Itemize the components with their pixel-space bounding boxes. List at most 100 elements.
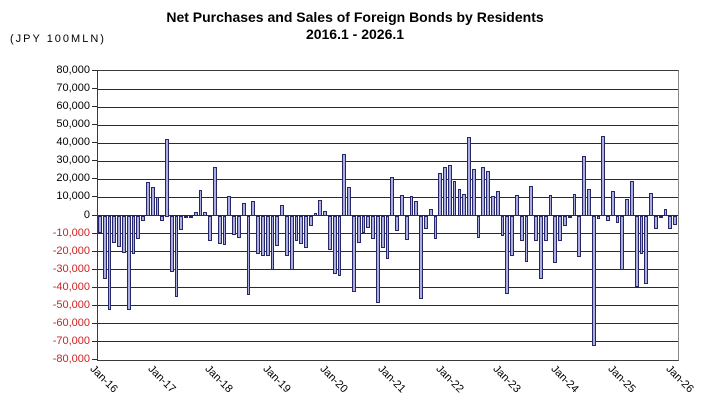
gridline xyxy=(98,106,678,108)
bar xyxy=(256,215,260,254)
bar xyxy=(203,212,208,217)
y-tick-label: -10,000 xyxy=(52,226,90,239)
bar xyxy=(356,215,361,243)
bar xyxy=(558,215,562,242)
bar xyxy=(649,193,654,217)
bar xyxy=(491,195,495,217)
gridline xyxy=(98,323,678,325)
x-tick-label: Jan-17 xyxy=(145,363,178,396)
y-tick-label: -70,000 xyxy=(52,334,90,347)
bar xyxy=(366,215,371,228)
bar xyxy=(184,215,189,219)
bar xyxy=(625,199,630,217)
gridline xyxy=(98,305,678,307)
bar xyxy=(222,215,227,245)
bar xyxy=(519,215,524,242)
bar xyxy=(495,190,500,217)
bar xyxy=(476,215,481,238)
bar xyxy=(208,215,213,242)
plot-area xyxy=(97,70,679,361)
bar xyxy=(615,215,620,223)
bar xyxy=(452,180,457,217)
y-axis-tick xyxy=(92,359,97,360)
bar xyxy=(169,215,174,272)
x-tick-label: Jan-19 xyxy=(260,363,293,396)
bar xyxy=(160,215,165,222)
y-tick-label: -80,000 xyxy=(52,353,90,365)
y-axis-tick xyxy=(92,268,97,270)
bar xyxy=(447,165,452,217)
bar xyxy=(529,186,534,217)
y-axis-tick xyxy=(92,196,97,198)
bar xyxy=(232,215,236,236)
y-tick-label: -30,000 xyxy=(52,262,90,275)
bar xyxy=(419,215,423,300)
y-tick-label: -50,000 xyxy=(52,298,90,311)
bar xyxy=(284,215,289,256)
bar xyxy=(246,215,251,296)
y-tick-label: 70,000 xyxy=(56,82,90,95)
bar xyxy=(318,199,323,217)
bar xyxy=(337,215,342,277)
bar xyxy=(658,215,663,219)
bar xyxy=(265,215,270,256)
y-tick-label: 30,000 xyxy=(56,154,90,167)
bar xyxy=(634,215,639,287)
bar xyxy=(131,215,136,254)
bar xyxy=(433,215,438,240)
bar xyxy=(524,215,529,263)
bar xyxy=(663,208,668,217)
bar xyxy=(376,215,380,304)
bar xyxy=(462,193,467,217)
x-tick-label: Jan-26 xyxy=(663,363,696,396)
bar xyxy=(606,215,610,222)
y-tick-label: 40,000 xyxy=(56,136,90,149)
x-tick-label: Jan-20 xyxy=(317,363,351,396)
bar xyxy=(443,167,447,217)
y-axis-tick xyxy=(92,178,97,180)
bar xyxy=(467,137,471,217)
gridline xyxy=(98,88,678,90)
y-tick-label: 0 xyxy=(83,208,90,221)
bar xyxy=(361,215,366,233)
bar xyxy=(275,215,280,246)
bar xyxy=(237,215,241,239)
gridline xyxy=(98,196,678,198)
bar xyxy=(380,215,385,248)
y-axis-tick xyxy=(92,304,97,306)
bar xyxy=(352,215,356,292)
y-axis-tick xyxy=(92,124,97,126)
bar xyxy=(107,215,112,310)
y-axis-tick xyxy=(92,340,97,342)
y-tick-label: 50,000 xyxy=(56,118,90,131)
bar xyxy=(390,176,395,217)
bar xyxy=(668,215,673,229)
bar xyxy=(117,215,121,248)
bar xyxy=(543,215,548,242)
bar xyxy=(567,215,572,219)
bar xyxy=(217,215,222,245)
x-tick-label: Jan-25 xyxy=(605,363,638,396)
bar xyxy=(510,215,514,256)
y-tick-label: 80,000 xyxy=(56,64,90,76)
bar xyxy=(328,215,332,250)
bar xyxy=(98,215,102,233)
chart-title-line1: Net Purchases and Sales of Foreign Bonds… xyxy=(166,9,544,25)
bar xyxy=(165,138,169,217)
bar xyxy=(610,190,615,217)
chart-title-line2: 2016.1 - 2026.1 xyxy=(305,26,405,42)
bar xyxy=(155,196,160,217)
bar xyxy=(644,215,649,284)
y-tick-label: 20,000 xyxy=(56,172,90,185)
y-axis-tick xyxy=(92,142,97,144)
bar xyxy=(534,215,538,242)
bar xyxy=(553,215,558,264)
bar xyxy=(538,215,543,279)
bar xyxy=(596,215,601,220)
bar xyxy=(189,215,193,218)
bar xyxy=(179,215,184,230)
x-tick-label: Jan-18 xyxy=(202,363,236,396)
bar xyxy=(308,215,313,227)
bar xyxy=(332,215,337,274)
